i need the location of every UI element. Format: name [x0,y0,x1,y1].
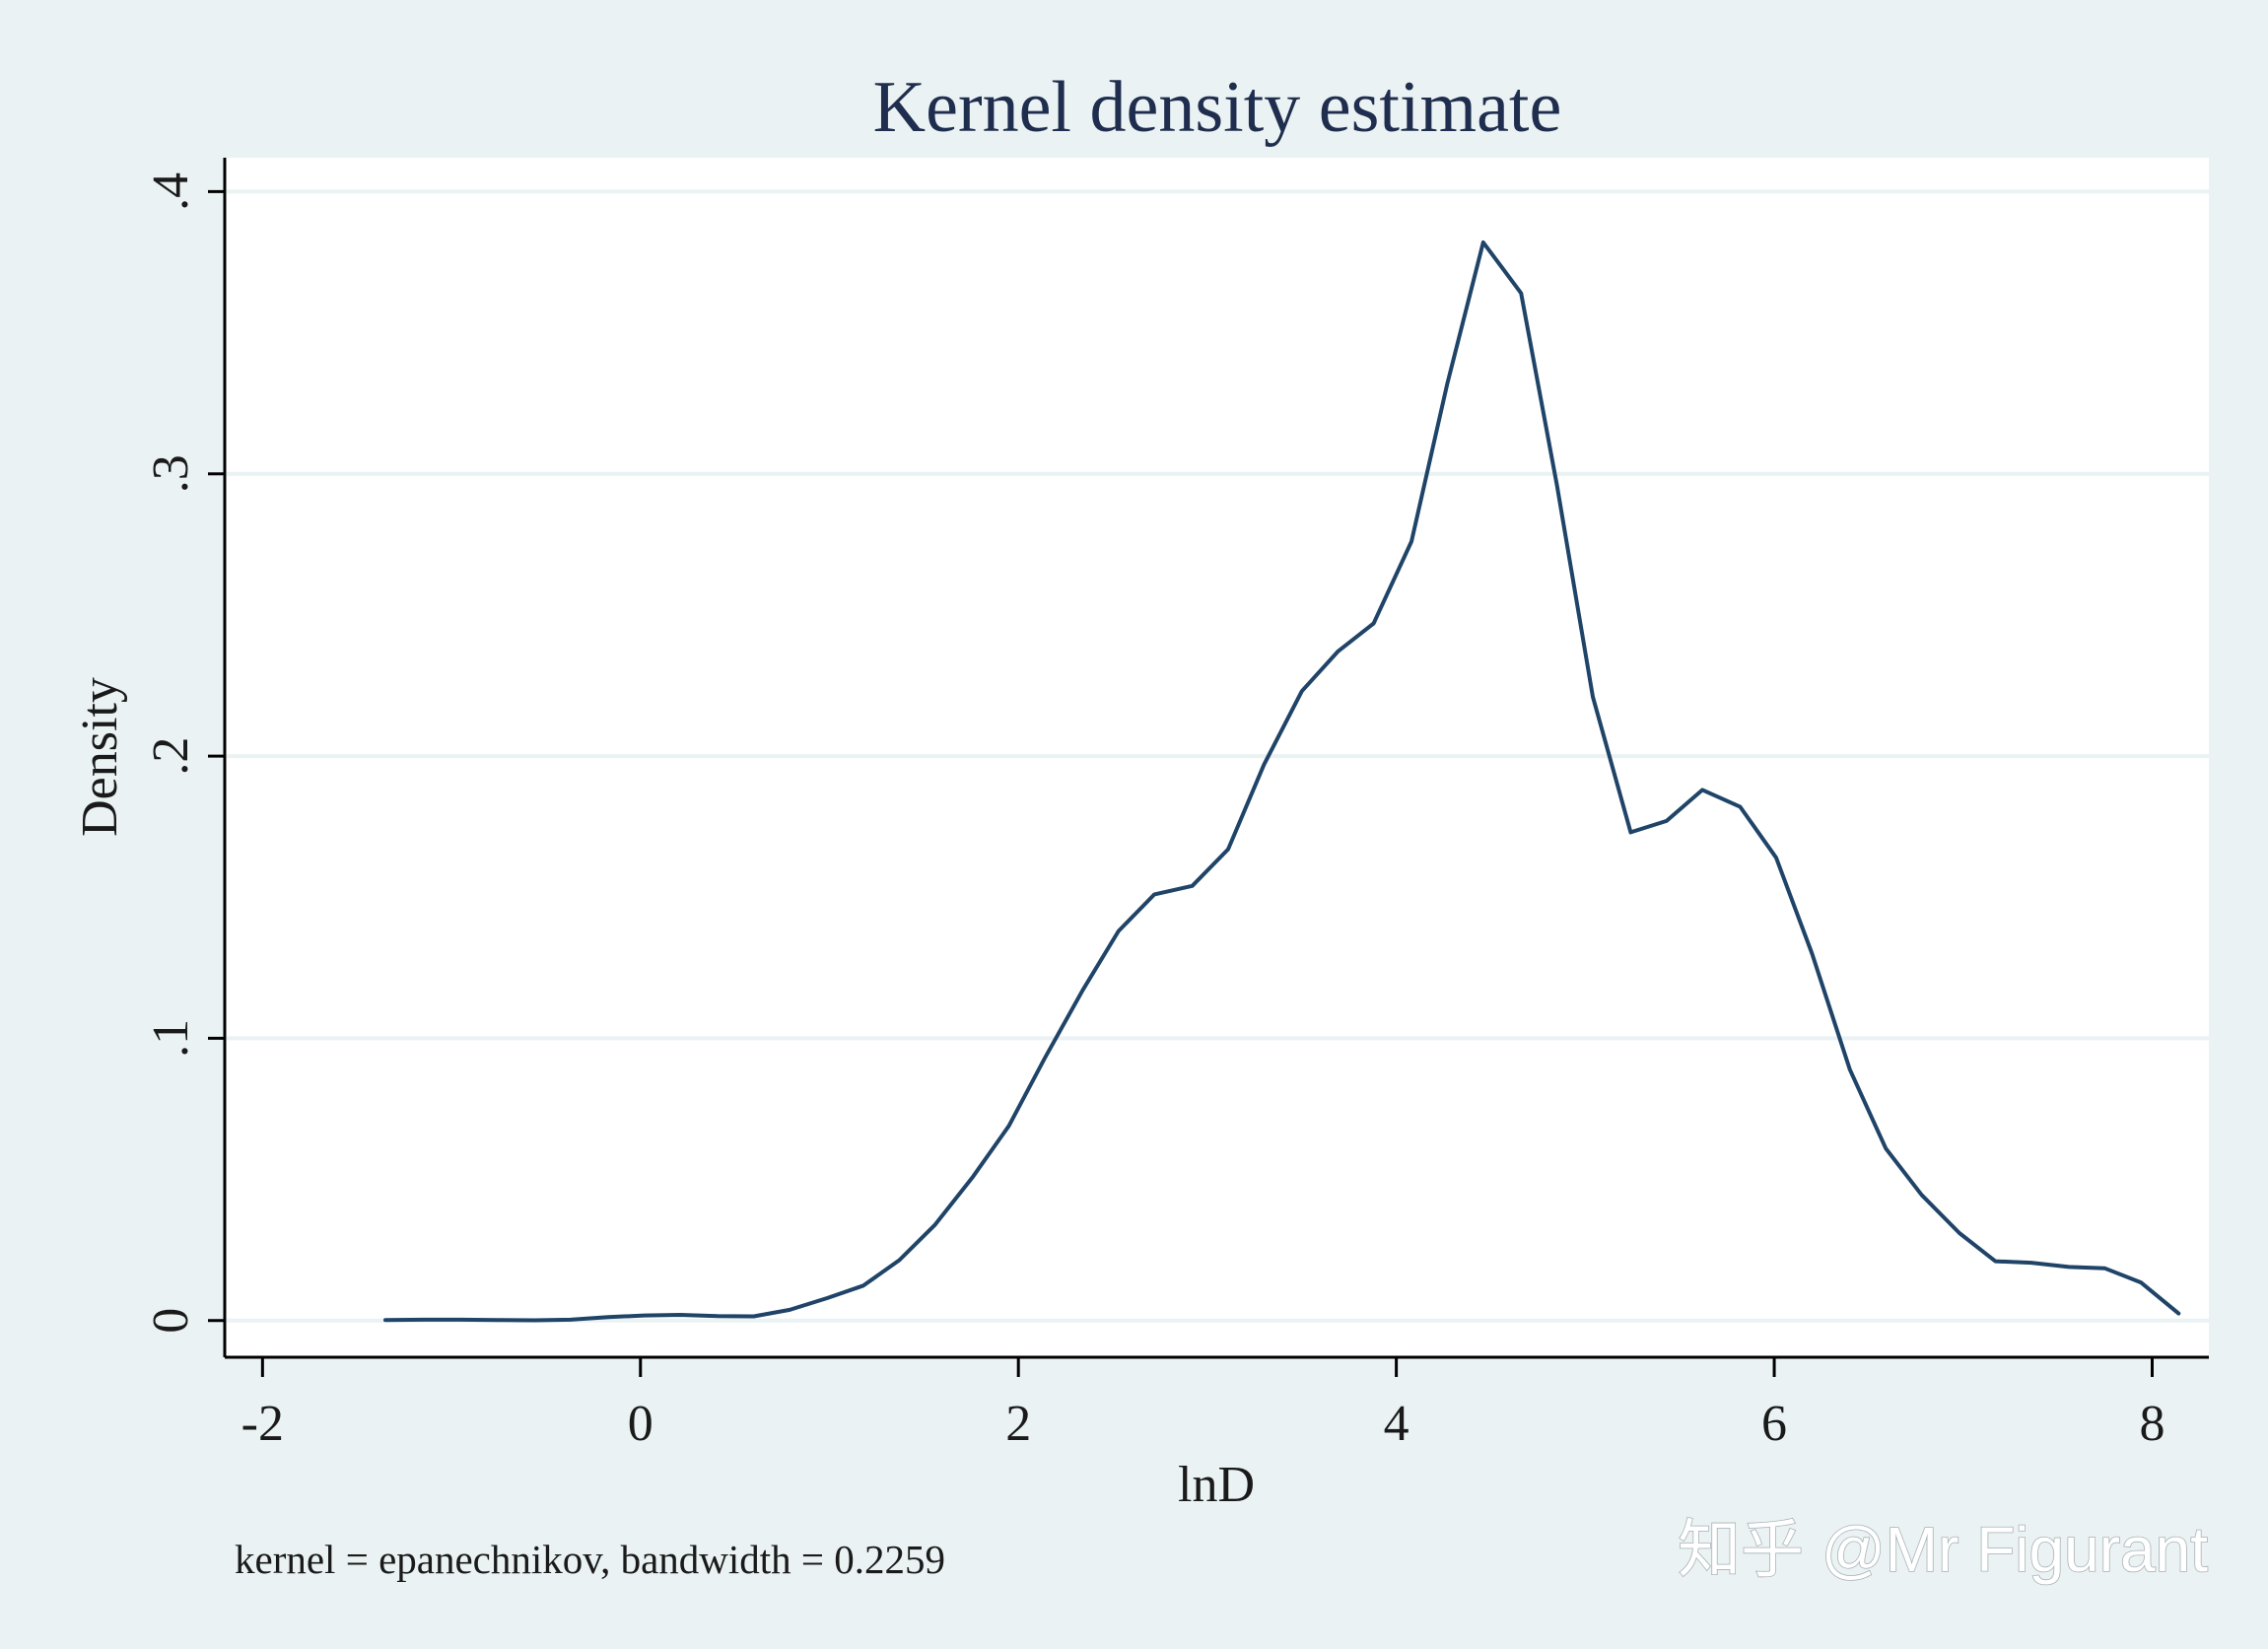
x-tick-label: 8 [2139,1396,2165,1452]
x-axis-ticks: -2 0 2 4 6 8 [241,1357,2165,1452]
y-axis-label: Density [72,677,128,837]
y-tick-label: .3 [143,454,199,493]
x-tick-label: -2 [241,1396,284,1452]
y-tick-label: 0 [143,1308,199,1334]
y-tick-label: .2 [143,737,199,776]
chart-title: Kernel density estimate [873,67,1562,148]
x-tick-label: 4 [1384,1396,1409,1452]
x-tick-label: 6 [1761,1396,1787,1452]
y-tick-label: .4 [143,172,199,211]
density-series-line [383,240,2181,1323]
chart-note: kernel = epanechnikov, bandwidth = 0.225… [235,1537,945,1582]
y-tick-label: .1 [143,1019,199,1058]
x-axis-label: lnD [1178,1457,1255,1513]
x-tick-label: 0 [628,1396,653,1452]
y-axis-ticks: 0 .1 .2 .3 .4 [143,172,225,1334]
watermark-text: 知乎 @Mr Figurant [1678,1514,2208,1585]
x-tick-label: 2 [1005,1396,1031,1452]
